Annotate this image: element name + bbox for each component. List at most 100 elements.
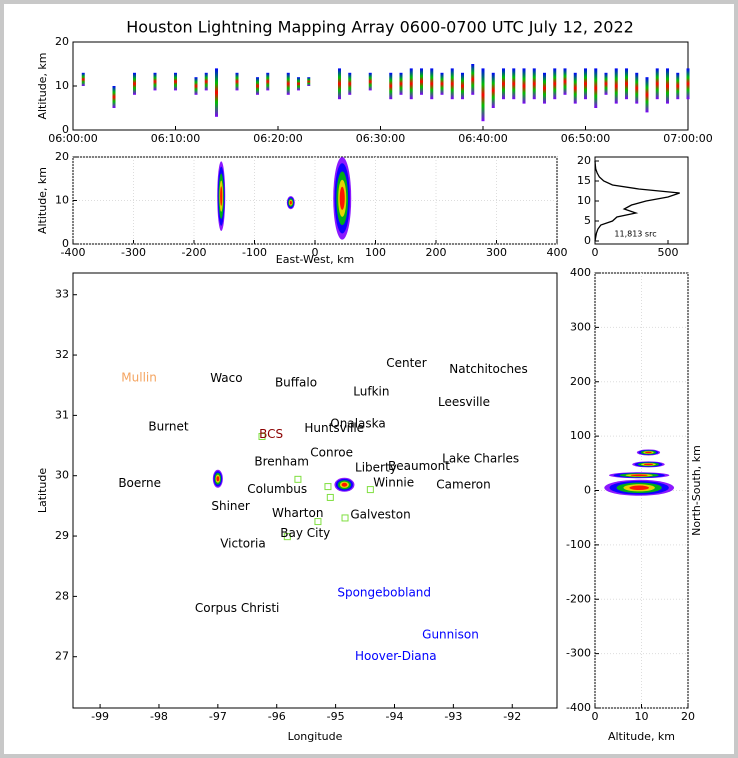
city-label: Buffalo (275, 375, 317, 389)
flash (461, 72, 464, 100)
y-tick-label: 32 (55, 348, 69, 361)
flash (676, 72, 680, 100)
y-axis-label: Latitude (36, 468, 49, 514)
x-tick-label: 10 (635, 710, 649, 723)
y-tick-label: 0 (62, 237, 69, 250)
station (294, 475, 302, 483)
station (326, 493, 334, 501)
flash (645, 77, 649, 113)
x-tick-label: 300 (486, 246, 507, 259)
y-tick-label: 200 (570, 375, 591, 388)
y-tick-label: 20 (577, 154, 591, 167)
altitude-profile (594, 160, 680, 242)
y-tick-label: 28 (55, 589, 69, 602)
density-ring (289, 200, 292, 205)
x-tick-label: -92 (503, 710, 521, 723)
flash (563, 68, 567, 95)
flash (307, 77, 311, 86)
flash (532, 68, 536, 100)
flash (614, 68, 618, 104)
y-tick-label: 5 (584, 214, 591, 227)
y-tick-label: 10 (55, 79, 69, 92)
flash (450, 68, 454, 100)
y-tick-label: 31 (55, 408, 69, 421)
source-cluster (608, 472, 670, 479)
y-tick-label: -200 (566, 592, 591, 605)
y-tick-label: 20 (55, 35, 69, 48)
y-tick-label: -100 (566, 538, 591, 551)
flash (133, 72, 136, 95)
density-ring (645, 451, 652, 454)
flash (502, 68, 505, 100)
x-tick-label: 06:40:00 (458, 132, 507, 145)
city-label: Lufkin (353, 384, 389, 398)
flash (368, 72, 372, 91)
flash (266, 72, 270, 91)
city-label: Liberty (355, 460, 397, 474)
city-label: Bay City (280, 526, 330, 540)
flash (286, 72, 290, 95)
title: Houston Lightning Mapping Array 0600-070… (126, 18, 634, 37)
city-label: Leesville (438, 395, 490, 409)
city-label: Columbus (247, 482, 307, 496)
city-label: BCS (259, 427, 283, 441)
y-axis-label: Altitude, km (36, 52, 49, 119)
flash (399, 72, 403, 95)
station (283, 533, 291, 541)
station (314, 518, 322, 526)
flash (174, 72, 177, 91)
city-label: Lake Charles (442, 451, 519, 465)
x-tick-label: 06:50:00 (561, 132, 610, 145)
city-label: Center (386, 356, 426, 370)
x-tick-label: 200 (426, 246, 447, 259)
x-tick-label: 500 (657, 246, 678, 259)
city-label: Onalaska (330, 416, 385, 430)
y-tick-label: 10 (55, 194, 69, 207)
y-tick-label: 33 (55, 288, 69, 301)
flash (635, 72, 639, 104)
x-tick-label: -97 (209, 710, 227, 723)
x-tick-label: 20 (681, 710, 695, 723)
station (258, 433, 266, 441)
city-label: Natchitoches (449, 362, 527, 376)
city-label: Huntsville (304, 421, 364, 435)
station (366, 486, 374, 494)
city-label: Wharton (272, 506, 323, 520)
x-axis-label: East-West, km (276, 253, 354, 266)
x-tick-label: -98 (150, 710, 168, 723)
y-tick-label: 300 (570, 320, 591, 333)
y-tick-label: 29 (55, 529, 69, 542)
y-tick-label: 27 (55, 650, 69, 663)
flash (194, 77, 198, 95)
y-tick-label: 20 (55, 150, 69, 163)
city-label: Cameron (436, 477, 490, 491)
source-count: 11,813 src (614, 230, 656, 239)
city-label: Shiner (211, 499, 250, 513)
x-tick-label: -93 (444, 710, 462, 723)
flash (584, 68, 587, 100)
x-tick-label: -200 (182, 246, 207, 259)
city-label: Galveston (350, 507, 410, 521)
source-cluster (217, 161, 226, 231)
source-cluster (632, 461, 665, 468)
y-tick-label: 0 (584, 484, 591, 497)
x-tick-label: -99 (91, 710, 109, 723)
x-tick-label: 06:20:00 (253, 132, 302, 145)
city-label: Conroe (310, 445, 353, 459)
density-ring (630, 474, 648, 477)
source-cluster (286, 196, 295, 210)
y-tick-label: -300 (566, 647, 591, 660)
city-label: Boerne (118, 476, 161, 490)
flash (338, 68, 341, 100)
flash (481, 68, 485, 122)
y-tick-label: 0 (584, 234, 591, 247)
flash (430, 68, 434, 100)
flash (543, 72, 546, 104)
density-ring (341, 482, 348, 487)
density-ring (629, 485, 649, 491)
flash (81, 72, 85, 86)
x-tick-label: -95 (327, 710, 345, 723)
flash (573, 72, 577, 104)
x-tick-label: -300 (121, 246, 146, 259)
